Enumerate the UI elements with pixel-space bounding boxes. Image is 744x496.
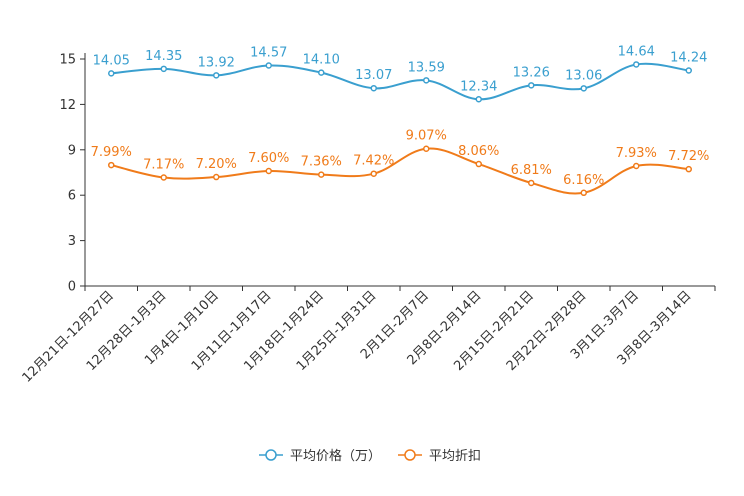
data-point[interactable] bbox=[528, 179, 535, 187]
data-label: 13.06 bbox=[565, 68, 602, 83]
data-label: 7.36% bbox=[301, 155, 342, 170]
data-point[interactable] bbox=[580, 189, 587, 197]
y-tick-label: 12 bbox=[59, 98, 76, 113]
series-layer: 14.05 14.35 13.92 14.57 14.10 13.07 13.59 12.34… bbox=[91, 44, 709, 197]
x-ticks: 12月21日-12月27日12月28日-1月3日1月4日-1月10日1月11日-… bbox=[20, 286, 716, 386]
data-point[interactable] bbox=[318, 171, 325, 178]
data-label: 7.42% bbox=[353, 154, 394, 169]
y-tick-label: 15 bbox=[59, 53, 76, 68]
legend-discount-marker bbox=[404, 449, 416, 461]
data-point[interactable] bbox=[633, 61, 640, 68]
legend-price-label: 平均价格（万） bbox=[290, 448, 381, 464]
data-point[interactable] bbox=[580, 85, 587, 92]
legend-item-price[interactable]: 平均价格（万） bbox=[259, 448, 381, 464]
data-label: 13.59 bbox=[408, 60, 445, 75]
data-label: 13.92 bbox=[198, 55, 235, 70]
data-point[interactable] bbox=[213, 72, 220, 79]
data-label: 13.26 bbox=[513, 65, 550, 80]
y-tick-label: 3 bbox=[68, 234, 76, 249]
data-label: 14.64 bbox=[618, 44, 655, 59]
y-tick-label: 6 bbox=[68, 189, 76, 204]
data-point[interactable] bbox=[160, 65, 167, 73]
data-point[interactable] bbox=[213, 173, 220, 181]
data-label: 7.60% bbox=[248, 151, 289, 166]
data-label: 13.07 bbox=[355, 68, 392, 83]
data-label: 8.06% bbox=[458, 144, 499, 159]
y-ticks: 0 3 6 9 12 15 bbox=[59, 53, 85, 295]
data-point[interactable] bbox=[475, 160, 482, 168]
data-label: 9.07% bbox=[406, 129, 447, 144]
data-label: 6.16% bbox=[563, 173, 604, 188]
legend-discount-label: 平均折扣 bbox=[429, 449, 481, 464]
data-label: 14.24 bbox=[670, 51, 707, 66]
series-0: 14.05 14.35 13.92 14.57 14.10 13.07 13.59 12.34… bbox=[93, 44, 707, 103]
x-tick-label: 12月21日-12月27日 bbox=[20, 288, 117, 385]
series-1: 7.99% 7.17% 7.20% 7.60% 7.36% 7.42% 9.07% 8.06%… bbox=[91, 129, 709, 197]
legend-price-marker bbox=[265, 449, 277, 461]
data-label: 14.10 bbox=[303, 53, 340, 68]
data-label: 7.20% bbox=[196, 157, 237, 172]
data-label: 12.34 bbox=[460, 79, 497, 94]
data-label: 6.81% bbox=[511, 163, 552, 178]
data-point[interactable] bbox=[318, 69, 325, 76]
data-label: 7.72% bbox=[668, 149, 709, 164]
data-point[interactable] bbox=[685, 67, 692, 74]
data-label: 14.57 bbox=[250, 46, 287, 61]
data-label: 7.99% bbox=[91, 145, 132, 160]
data-point[interactable] bbox=[265, 167, 272, 175]
data-point[interactable] bbox=[160, 174, 167, 181]
data-point[interactable] bbox=[685, 165, 692, 173]
data-point[interactable] bbox=[475, 96, 482, 103]
data-point[interactable] bbox=[423, 145, 430, 152]
data-point[interactable] bbox=[633, 162, 640, 170]
y-tick-label: 0 bbox=[68, 280, 76, 295]
data-point[interactable] bbox=[265, 62, 272, 69]
data-point[interactable] bbox=[423, 77, 430, 84]
data-point[interactable] bbox=[108, 161, 115, 169]
data-label: 7.17% bbox=[143, 157, 184, 172]
legend-item-discount[interactable]: 平均折扣 bbox=[398, 449, 481, 464]
series-line bbox=[111, 62, 689, 101]
data-point[interactable] bbox=[108, 70, 115, 77]
y-tick-label: 9 bbox=[68, 143, 76, 158]
data-label: 14.35 bbox=[145, 49, 182, 64]
data-label: 7.93% bbox=[616, 146, 657, 161]
data-point[interactable] bbox=[370, 170, 377, 177]
legend[interactable]: 平均价格（万） 平均折扣 bbox=[259, 448, 481, 464]
data-point[interactable] bbox=[528, 82, 535, 89]
data-label: 14.05 bbox=[93, 53, 130, 68]
data-point[interactable] bbox=[370, 84, 377, 92]
series-line bbox=[111, 147, 689, 195]
